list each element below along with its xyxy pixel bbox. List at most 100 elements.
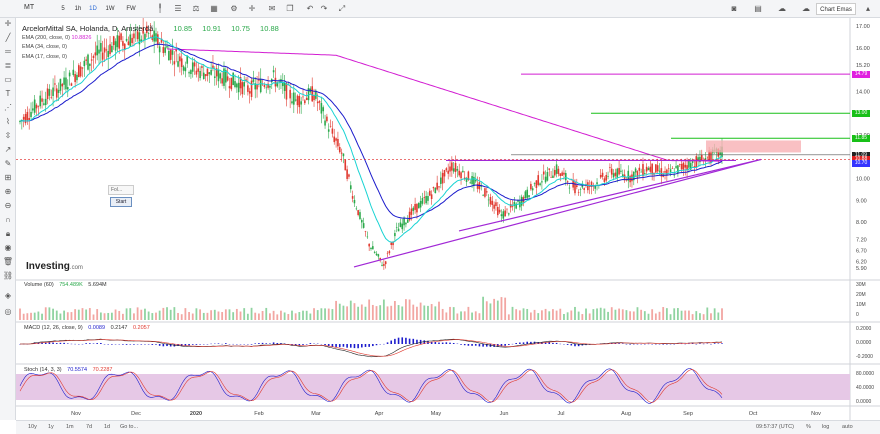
candle-body <box>372 246 374 250</box>
candle-body <box>48 89 51 96</box>
log-toggle[interactable]: log <box>822 424 830 430</box>
horizontal-line-icon[interactable]: ═ <box>5 47 11 56</box>
settings-icon[interactable]: ⚙ <box>230 4 238 13</box>
replay-icon[interactable]: ❐ <box>286 4 294 13</box>
candle-body <box>252 79 255 82</box>
volume-bar <box>471 312 473 320</box>
volume-bar <box>710 313 712 320</box>
macd-hist-bar <box>349 344 352 348</box>
zoom-out-icon[interactable]: ⊖ <box>4 201 12 210</box>
candle-body <box>497 207 499 216</box>
chart-save-button[interactable]: Chart Emas <box>816 3 856 15</box>
volume-bar <box>342 305 345 320</box>
magnet-icon[interactable]: ∩ <box>5 215 11 224</box>
interval-1w-button[interactable]: 1W <box>105 6 115 12</box>
layout-icon[interactable]: ▤ <box>754 4 762 13</box>
auto-toggle[interactable]: auto <box>842 424 853 430</box>
macd-hist-bar <box>482 344 484 347</box>
stoch-label[interactable]: Stoch (14, 3, 3) 70.5574 70.2287 <box>24 367 113 373</box>
forecast-icon[interactable]: ⌇ <box>6 117 10 126</box>
volume-bar <box>129 308 132 320</box>
indicator-icon[interactable]: ☰ <box>174 4 182 13</box>
candle-body <box>660 168 663 177</box>
volume-label[interactable]: Volume (60) 754.489K 5.694M <box>24 282 107 288</box>
follow-popup-input[interactable]: Fol... <box>108 185 134 195</box>
target-zone <box>706 140 801 153</box>
macd-hist-bar <box>408 338 411 344</box>
cursor-icon[interactable]: ✛ <box>4 19 12 28</box>
volume-bar <box>474 311 477 320</box>
candle-body <box>530 183 532 190</box>
candle-body <box>212 65 214 69</box>
cloud-download-icon[interactable]: ☁ <box>802 4 810 13</box>
candle-body <box>274 77 277 87</box>
candle-body <box>699 156 701 163</box>
candle-body <box>564 173 567 181</box>
percent-toggle[interactable]: % <box>806 424 811 430</box>
alert-icon[interactable]: ✉ <box>268 4 276 13</box>
period-10y[interactable]: 10y <box>28 424 37 430</box>
arrow-icon[interactable]: ↗ <box>4 145 12 154</box>
macd-hist-bar <box>217 343 220 344</box>
candle-body <box>50 97 53 99</box>
interval-5m-button[interactable]: 5 <box>61 6 65 12</box>
ema34-label[interactable]: EMA (34, close, 0) <box>22 44 67 50</box>
candle-body <box>384 261 387 265</box>
rectangle-icon[interactable]: ▭ <box>4 75 12 84</box>
collapse-icon[interactable]: ▴ <box>865 4 870 13</box>
goto-date[interactable]: Go to... <box>120 424 139 430</box>
ruler-icon[interactable]: ⊞ <box>4 173 12 182</box>
ema200-label[interactable]: EMA (200, close, 0) <box>22 34 70 41</box>
camera-icon[interactable]: ◙ <box>731 4 737 13</box>
candle-body <box>416 203 418 213</box>
lock-icon[interactable]: 🔒︎ <box>5 229 11 238</box>
fib-icon[interactable]: ≣ <box>4 61 12 70</box>
eye-icon[interactable]: ◉ <box>4 243 12 252</box>
layers-icon[interactable]: ◈ <box>4 291 12 300</box>
candle-body <box>559 173 562 176</box>
macd-hist-bar <box>283 343 286 344</box>
trend-line-icon[interactable]: ╱ <box>5 33 11 42</box>
macd-hist-bar <box>372 344 374 347</box>
measure-icon[interactable]: ⇳ <box>4 131 12 140</box>
zoom-icon[interactable]: ⊕ <box>4 187 12 196</box>
candle-body <box>54 83 56 85</box>
macd-hist-bar <box>713 343 716 344</box>
bottom-bar: 10y 1y 1m 7d 1d Go to... 09:57:37 (UTC) … <box>16 420 880 434</box>
ema17-label[interactable]: EMA (17, close, 0) <box>22 53 67 60</box>
trash-icon[interactable]: 🗑︎ <box>2 257 14 266</box>
pattern-icon[interactable]: ⋰ <box>4 103 12 112</box>
volume-bar <box>552 309 554 320</box>
period-1y[interactable]: 1y <box>48 424 54 430</box>
interval-1d-button[interactable]: 1D <box>89 6 97 12</box>
period-1m[interactable]: 1m <box>66 424 74 430</box>
candle-body <box>708 150 710 161</box>
period-7d[interactable]: 7d <box>86 424 93 430</box>
hide-icon[interactable]: ◎ <box>4 307 12 316</box>
link-icon[interactable]: ⛓ <box>2 271 14 280</box>
candle-body <box>186 55 189 64</box>
candle-type-icon[interactable]: ╿ <box>157 4 163 13</box>
template-icon[interactable]: ▦ <box>210 4 218 13</box>
cross-icon[interactable]: ✛ <box>248 4 256 13</box>
candle-body <box>568 187 571 189</box>
fullscreen-icon[interactable]: ⤢ <box>338 4 346 13</box>
redo-icon[interactable]: ↷ <box>320 4 328 13</box>
cloud-upload-icon[interactable]: ☁ <box>778 4 786 13</box>
symbol-field[interactable]: MT <box>24 4 35 11</box>
start-button[interactable]: Start <box>110 197 132 207</box>
macd-label[interactable]: MACD (12, 26, close, 9) 0.0089 0.2147 0.… <box>24 325 150 331</box>
text-icon[interactable]: T <box>5 89 11 98</box>
candle-body <box>254 83 257 90</box>
undo-icon[interactable]: ↶ <box>306 4 314 13</box>
brush-icon[interactable]: ✎ <box>4 159 12 168</box>
interval-fw-button[interactable]: FW <box>126 6 136 12</box>
candle-body <box>298 95 301 108</box>
volume-bar <box>463 311 466 320</box>
candle-body <box>364 231 367 232</box>
compare-icon[interactable]: ⚖ <box>192 4 200 13</box>
candle-body <box>680 163 683 170</box>
period-1d[interactable]: 1d <box>104 424 111 430</box>
price-chart[interactable]: 17.0016.0015.2014.0013.0012.0011.0010.00… <box>16 18 880 420</box>
interval-1h-button[interactable]: 1h <box>74 6 82 12</box>
